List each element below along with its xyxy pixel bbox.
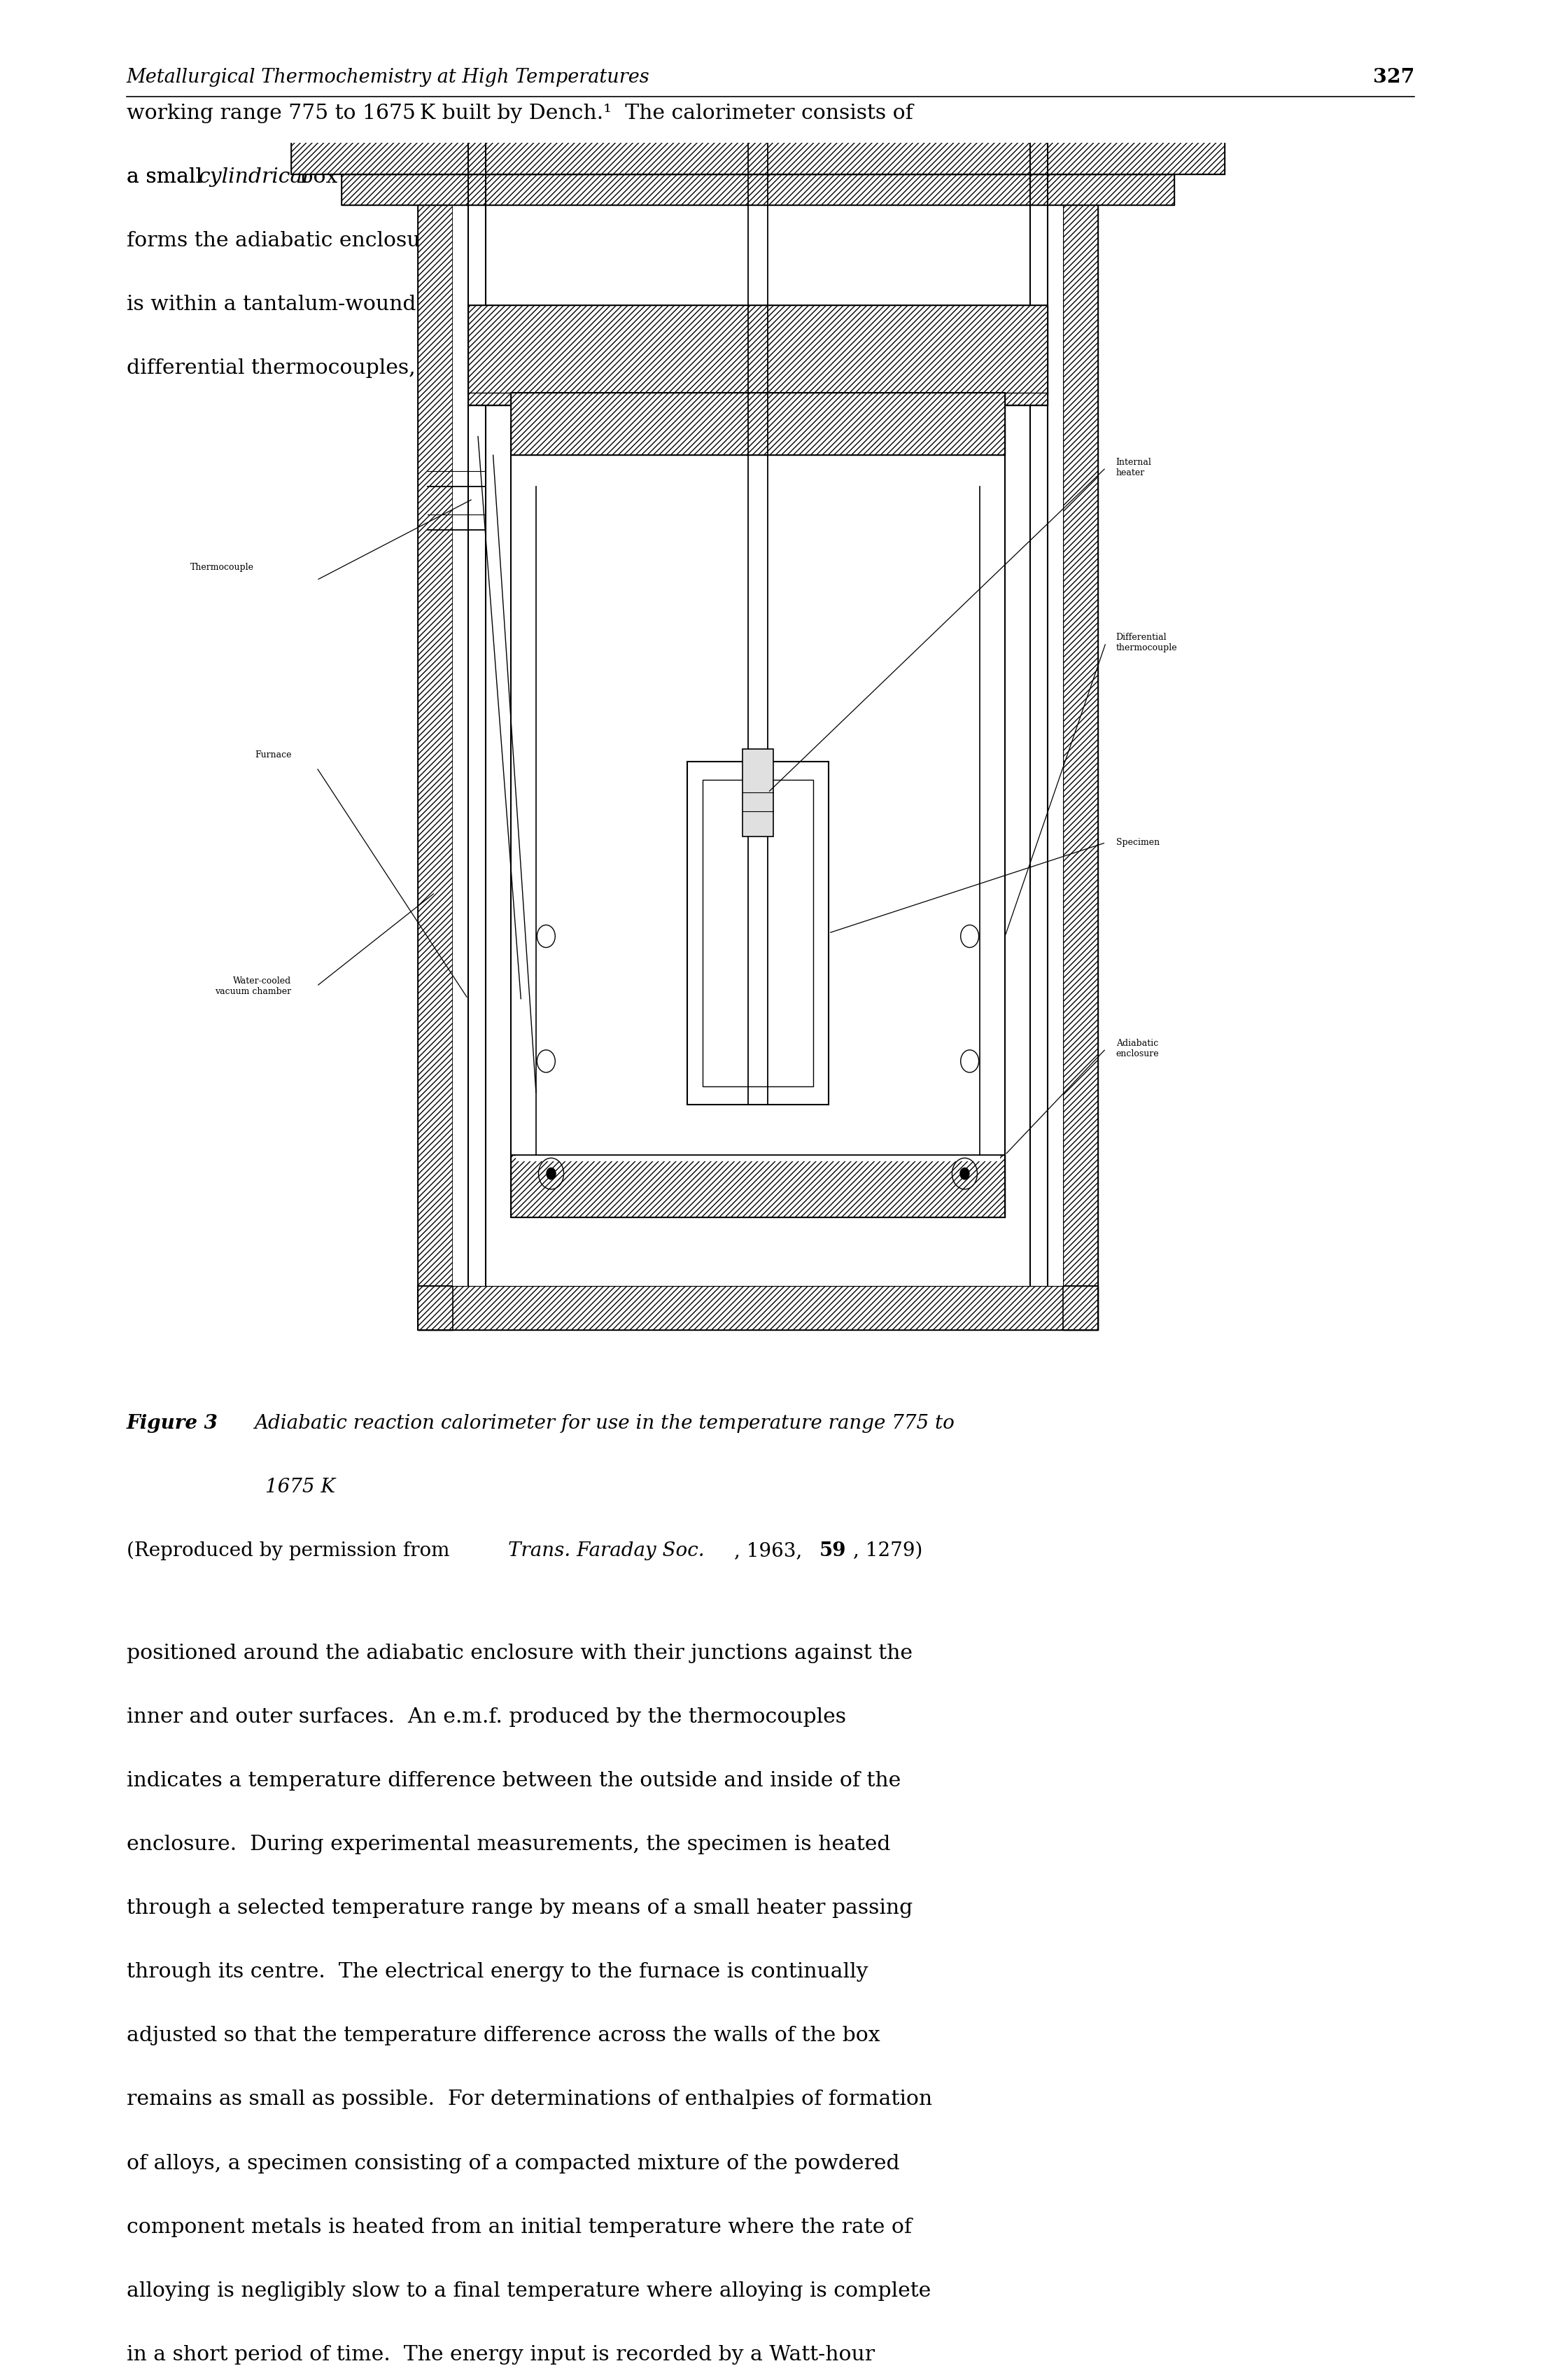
Text: positioned around the adiabatic enclosure with their junctions against the: positioned around the adiabatic enclosur… [126,1642,912,1664]
Text: through a selected temperature range by means of a small heater passing: through a selected temperature range by … [126,1899,912,1918]
Bar [510,393,1005,455]
Text: 1675 K: 1675 K [265,1478,334,1497]
Bar [291,136,1225,174]
Circle shape [546,1169,556,1180]
Text: is within a tantalum-wound furnace, which provides uniform heating.  Three: is within a tantalum-wound furnace, whic… [126,295,937,314]
Text: Differential
thermocouple: Differential thermocouple [1116,633,1177,652]
Bar [418,1285,1099,1330]
Text: Specimen: Specimen [1116,838,1159,847]
Bar [743,750,774,835]
Bar [418,174,453,1330]
Text: through its centre.  The electrical energy to the furnace is continually: through its centre. The electrical energ… [126,1961,868,1983]
Text: 327: 327 [1373,69,1415,86]
Bar [342,174,1174,205]
Text: remains as small as possible.  For determinations of enthalpies of formation: remains as small as possible. For determ… [126,2090,932,2109]
Text: Adiabatic reaction calorimeter for use in the temperature range 775 to: Adiabatic reaction calorimeter for use i… [254,1414,955,1433]
Text: Thermocouple: Thermocouple [191,564,254,571]
Bar [510,393,1005,455]
Text: Figure 3: Figure 3 [126,1414,217,1433]
Bar [516,481,1000,1161]
Text: in a short period of time.  The energy input is recorded by a Watt-hour: in a short period of time. The energy in… [126,2344,875,2366]
Text: a small: a small [126,167,208,188]
Bar [1063,174,1099,1330]
Text: Trans. Faraday Soc.: Trans. Faraday Soc. [509,1542,704,1561]
Bar [1063,174,1099,1330]
Text: alloying is negligibly slow to a final temperature where alloying is complete: alloying is negligibly slow to a final t… [126,2280,931,2301]
Bar [468,305,1048,405]
Text: , 1279): , 1279) [854,1542,923,1561]
Bar [342,174,1174,205]
Text: differential thermocouples, connected in series to a galvanometer, are: differential thermocouples, connected in… [126,359,872,378]
Text: of alloys, a specimen consisting of a compacted mixture of the powdered: of alloys, a specimen consisting of a co… [126,2154,900,2173]
Bar [687,762,829,1104]
Text: inner and outer surfaces.  An e.m.f. produced by the thermocouples: inner and outer surfaces. An e.m.f. prod… [126,1706,846,1728]
Text: a small: a small [126,167,208,188]
Bar [418,174,453,1330]
Text: working range 775 to 1675 K built by Dench.¹  The calorimeter consists of: working range 775 to 1675 K built by Den… [126,105,912,124]
Text: Internal
heater: Internal heater [1116,457,1151,478]
Text: adjusted so that the temperature difference across the walls of the box: adjusted so that the temperature differe… [126,2025,880,2047]
Text: 59: 59 [820,1542,846,1561]
Text: , 1963,: , 1963, [735,1542,809,1561]
Bar [510,1154,1005,1219]
Text: enclosure.  During experimental measurements, the specimen is heated: enclosure. During experimental measureme… [126,1835,891,1854]
Bar [510,1154,1005,1219]
Text: (Reproduced by permission from: (Reproduced by permission from [126,1542,456,1561]
Text: box constructed from tantalum radiation shielding which: box constructed from tantalum radiation … [293,167,905,188]
Text: Water-cooled
vacuum chamber: Water-cooled vacuum chamber [216,976,291,995]
Bar [468,305,1048,405]
Text: cylindrical: cylindrical [199,167,310,188]
Bar [453,174,1063,1285]
Text: forms the adiabatic enclosure and which contains the specimen.  The box: forms the adiabatic enclosure and which … [126,231,906,250]
Text: Adiabatic
enclosure: Adiabatic enclosure [1116,1040,1159,1059]
Text: Furnace: Furnace [254,750,291,759]
Circle shape [960,1169,969,1180]
Text: component metals is heated from an initial temperature where the rate of: component metals is heated from an initi… [126,2218,912,2237]
Bar [703,781,814,1085]
Bar [418,1285,1099,1330]
Text: indicates a temperature difference between the outside and inside of the: indicates a temperature difference betwe… [126,1771,900,1790]
Bar [291,136,1225,174]
Text: Metallurgical Thermochemistry at High Temperatures: Metallurgical Thermochemistry at High Te… [126,69,650,86]
